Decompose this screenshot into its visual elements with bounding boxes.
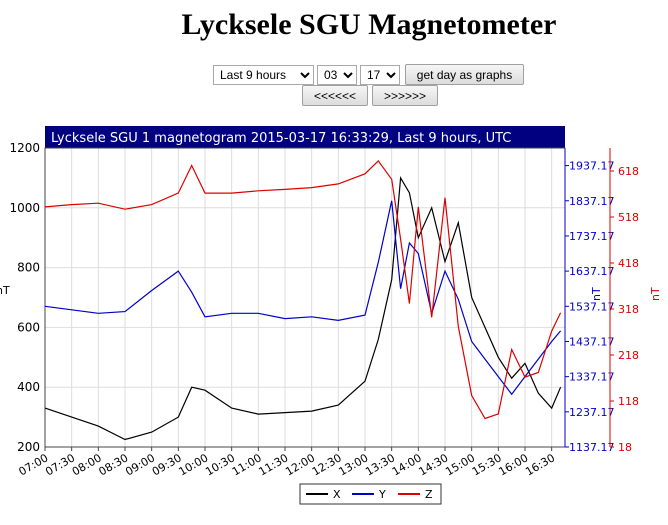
z-tick-label: 518 bbox=[618, 211, 639, 224]
left-tick-label: 800 bbox=[17, 261, 40, 275]
z-tick-label: 118 bbox=[618, 395, 639, 408]
y-tick-label: 1237.17 bbox=[569, 406, 615, 419]
left-tick-label: 600 bbox=[17, 320, 40, 334]
series-y-line bbox=[44, 200, 562, 396]
chart-title: Lycksele SGU 1 magnetogram 2015-03-17 16… bbox=[51, 131, 511, 146]
y-axis-label: nT bbox=[590, 287, 603, 301]
z-tick-label: 618 bbox=[618, 165, 639, 178]
series-layer bbox=[44, 159, 562, 441]
left-tick-label: 1000 bbox=[9, 201, 40, 215]
legend: X Y Z bbox=[299, 483, 442, 505]
y-tick-label: 1337.17 bbox=[569, 371, 615, 384]
y-tick-label: 1937.17 bbox=[569, 160, 615, 173]
get-day-as-graphs-button[interactable]: get day as graphs bbox=[405, 64, 524, 85]
series-z-line bbox=[44, 159, 562, 420]
z-axis-label: nT bbox=[649, 287, 662, 301]
next-button[interactable]: >>>>>> bbox=[372, 85, 438, 106]
y-tick-label: 1837.17 bbox=[569, 195, 615, 208]
y-tick-label: 1637.17 bbox=[569, 265, 615, 278]
legend-label-z: Z bbox=[425, 488, 433, 501]
y-tick-label: 1537.17 bbox=[569, 300, 615, 313]
axes: 1200 1000 800 600 400 200 1937.17 1837.17 1737.1… bbox=[9, 141, 639, 478]
z-tick-label: 18 bbox=[618, 441, 632, 454]
y-tick-label: 1437.17 bbox=[569, 335, 615, 348]
plot-frame bbox=[44, 147, 566, 448]
chart-title-bar bbox=[45, 126, 565, 148]
series-x-line bbox=[44, 175, 562, 441]
z-tick-label: 218 bbox=[618, 349, 639, 362]
magnetogram-chart: Lycksele SGU 1 magnetogram 2015-03-17 16… bbox=[0, 126, 662, 505]
y-tick-label: 1737.17 bbox=[569, 230, 615, 243]
range-select[interactable]: Last 9 hours bbox=[213, 65, 314, 85]
left-tick-label: 200 bbox=[17, 440, 40, 454]
left-axis-label: nT bbox=[0, 284, 10, 297]
legend-label-y: Y bbox=[378, 488, 386, 501]
z-tick-label: 418 bbox=[618, 257, 639, 270]
grid bbox=[44, 147, 565, 448]
previous-button[interactable]: <<<<<< bbox=[302, 85, 368, 106]
x-tick-label: 16:30 bbox=[523, 451, 557, 478]
page-title: Lycksele SGU Magnetometer bbox=[181, 8, 557, 41]
legend-label-x: X bbox=[333, 488, 341, 501]
left-tick-label: 1200 bbox=[9, 141, 40, 155]
day-select[interactable]: 17 bbox=[360, 65, 400, 85]
z-tick-label: 318 bbox=[618, 303, 639, 316]
y-tick-label: 1137.17 bbox=[569, 441, 615, 454]
left-tick-label: 400 bbox=[17, 380, 40, 394]
month-select[interactable]: 03 bbox=[317, 65, 357, 85]
